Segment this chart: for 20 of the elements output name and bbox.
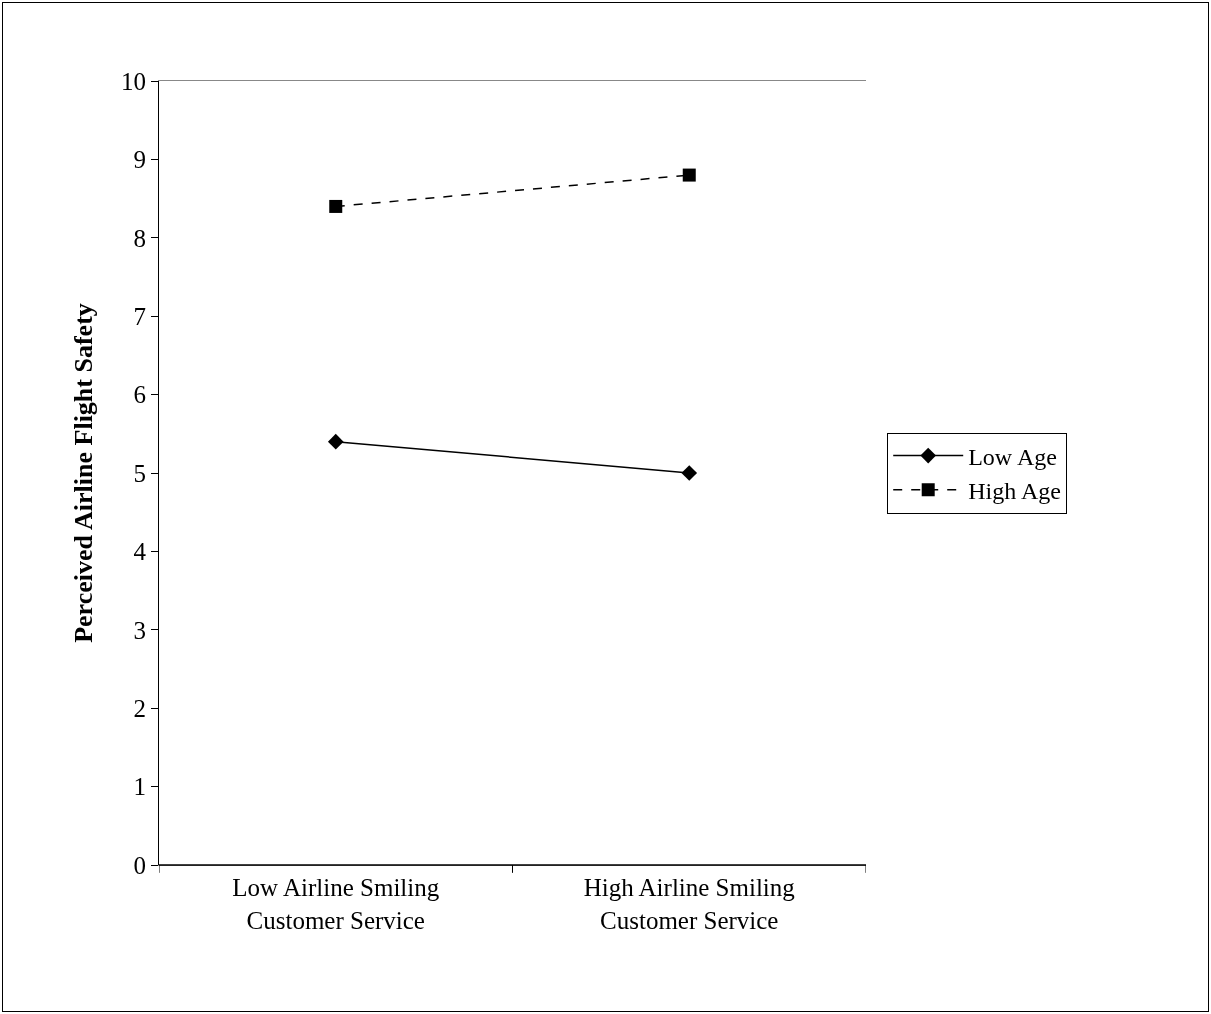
- y-tick-label: 8: [133, 224, 146, 252]
- point: [329, 199, 343, 213]
- x-tick-label: High Airline Smiling Customer Service: [583, 874, 796, 934]
- legend-label: Low Age: [968, 443, 1057, 470]
- y-tick-label: 9: [133, 146, 146, 174]
- legend-label: High Age: [968, 478, 1061, 505]
- y-tick-label: 1: [133, 773, 146, 801]
- point: [681, 465, 698, 481]
- point: [682, 168, 696, 182]
- y-tick-label: 10: [121, 67, 146, 95]
- y-tick-label: 6: [133, 381, 146, 409]
- y-tick-label: 7: [133, 302, 146, 330]
- y-tick-label: 4: [133, 538, 147, 566]
- y-axis-title: Perceived Airline Flight Safety: [69, 303, 99, 643]
- y-tick-label: 3: [133, 616, 146, 644]
- y-tick-label: 5: [133, 459, 146, 487]
- y-tick-label: 0: [133, 851, 146, 879]
- y-tick-label: 2: [133, 694, 146, 722]
- point: [327, 433, 344, 450]
- x-tick-label: Low Airline Smiling Customer Service: [232, 874, 440, 934]
